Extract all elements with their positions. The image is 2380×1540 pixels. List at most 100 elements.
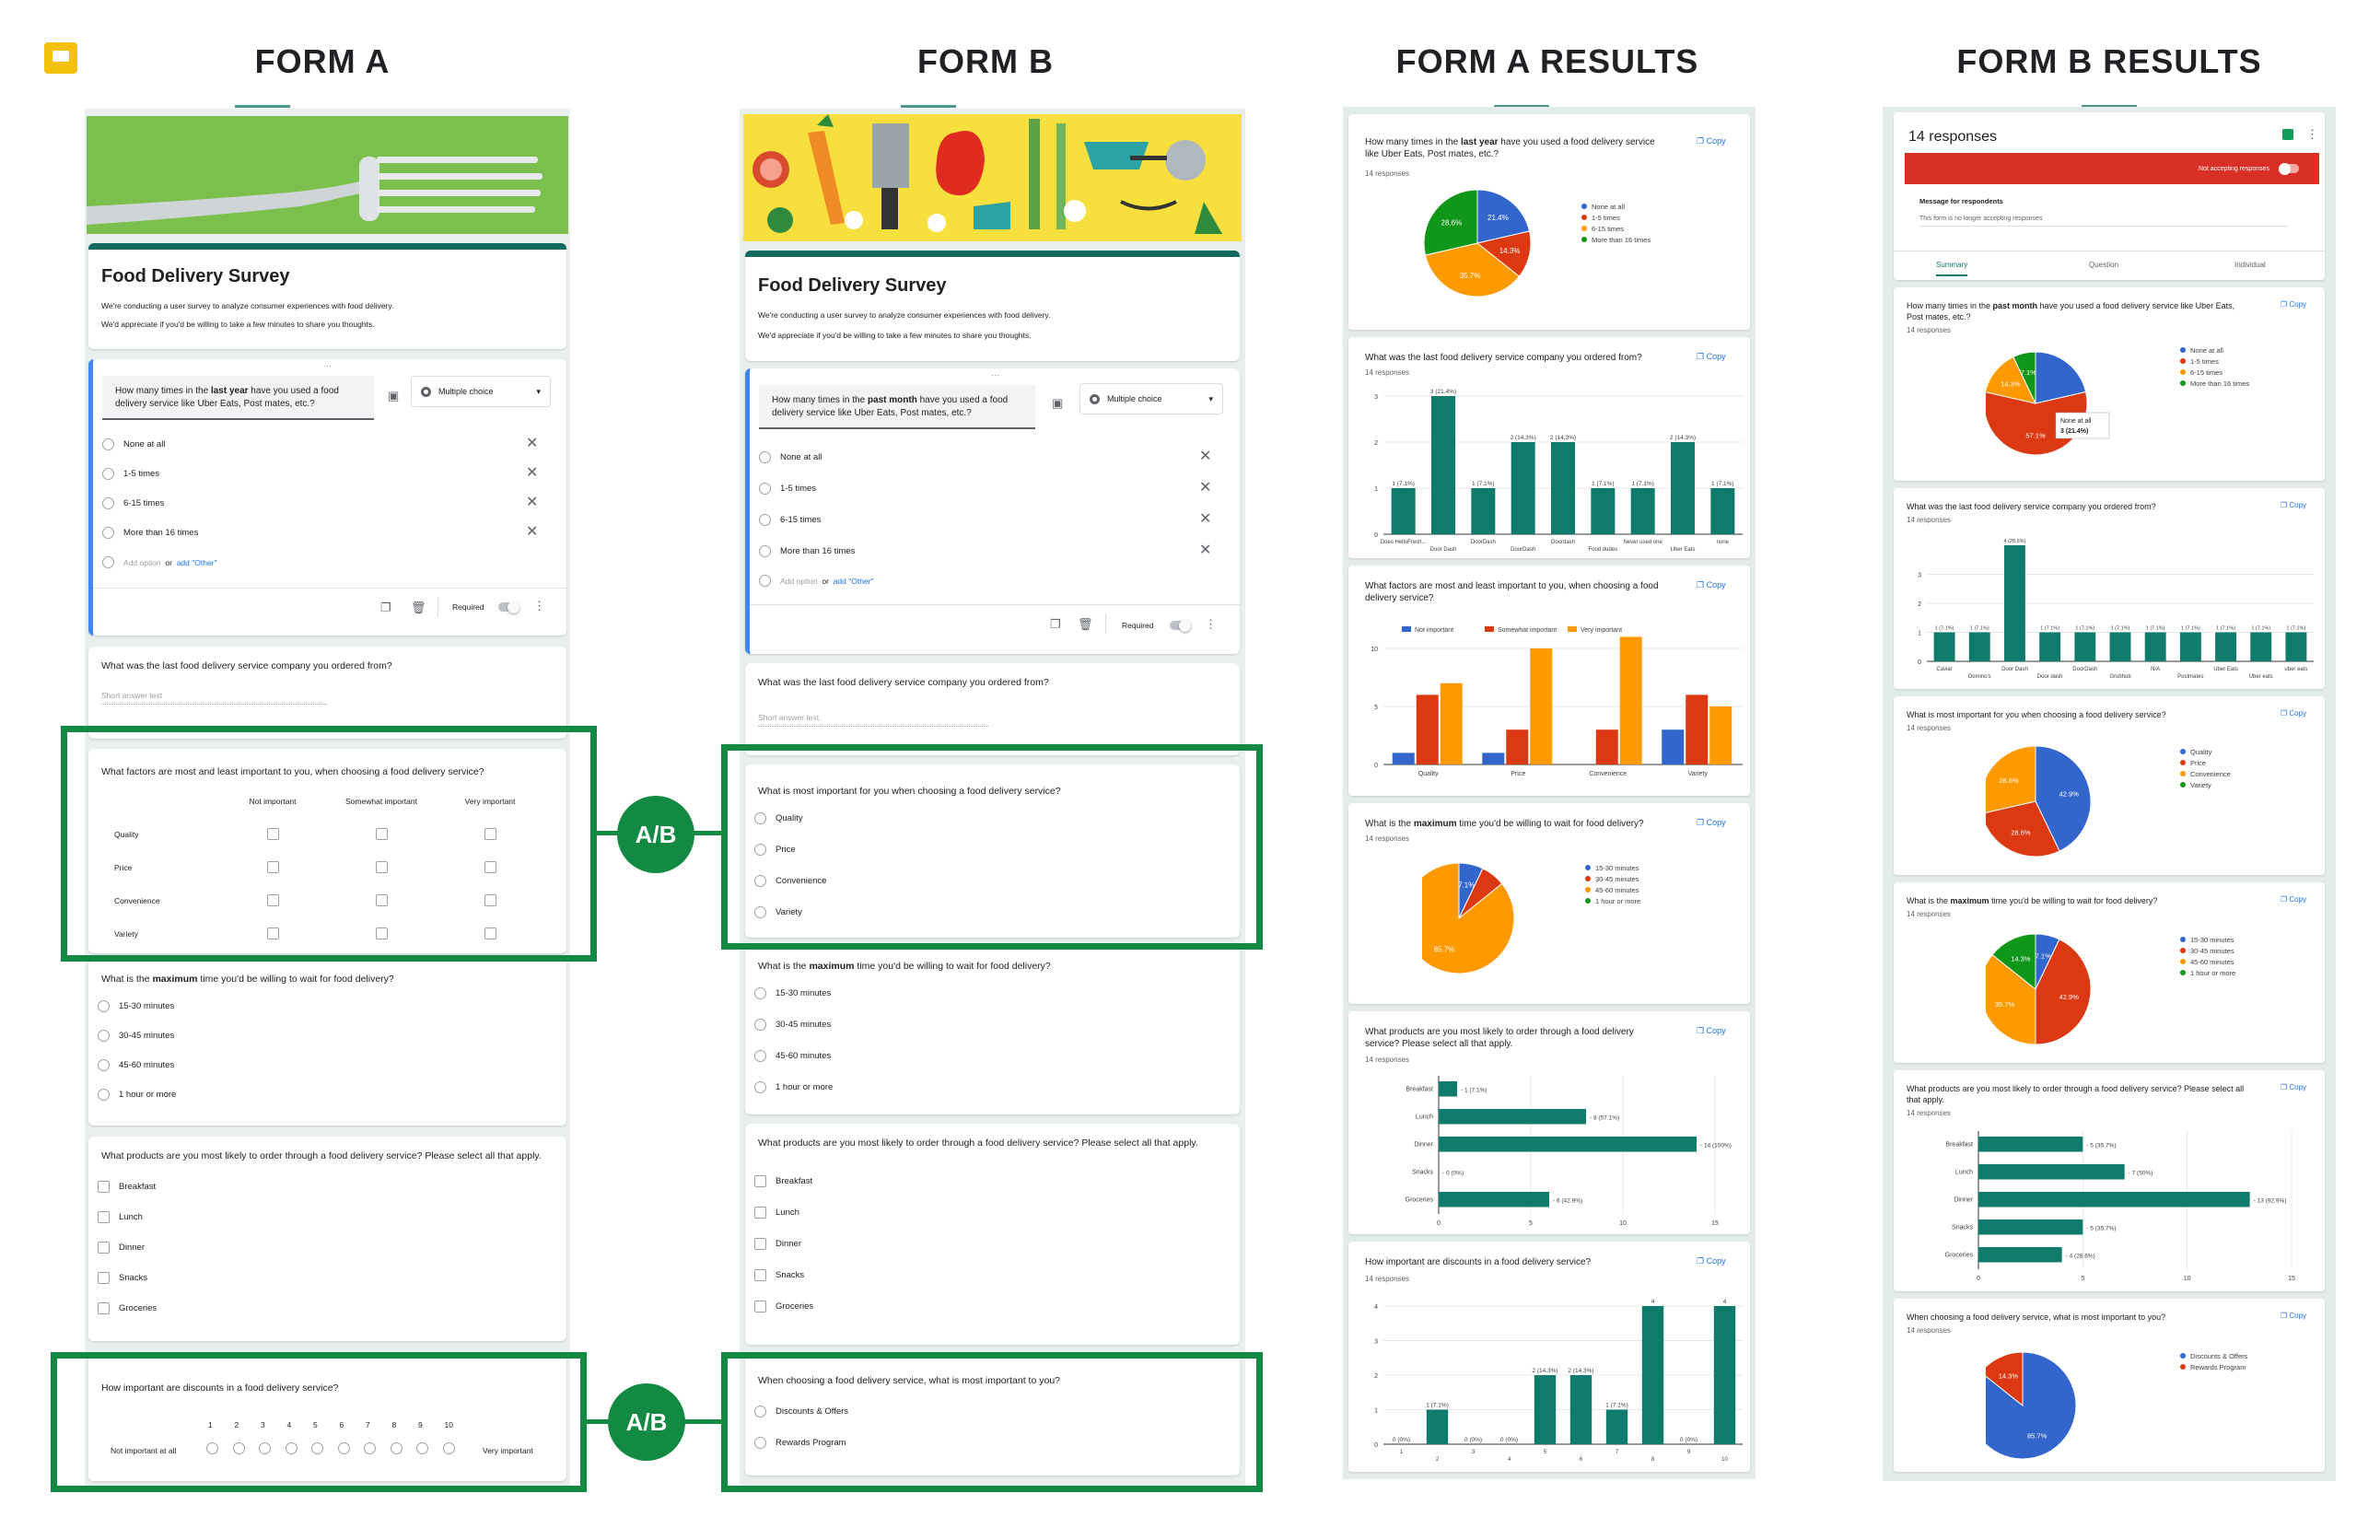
grid-checkbox[interactable] (484, 861, 496, 873)
required-toggle[interactable] (1170, 619, 1191, 632)
question-card-q1[interactable]: ⋯ How many times in the past month have … (745, 368, 1240, 654)
option-radio[interactable]: 1 hour or more (98, 1089, 176, 1101)
option-radio[interactable]: 1-5 times (759, 483, 816, 495)
message-field[interactable]: This form is no longer accepting respons… (1919, 216, 2288, 227)
radio-button[interactable] (102, 527, 114, 539)
radio-button[interactable] (754, 812, 766, 824)
option-radio[interactable]: 30-45 minutes (754, 1019, 831, 1031)
scale-radio-button[interactable] (311, 1442, 323, 1454)
more-vert-icon[interactable]: ⋮ (2306, 127, 2318, 141)
radio-button[interactable] (102, 468, 114, 480)
radio-button[interactable] (98, 1030, 110, 1042)
copy-chart-button[interactable]: ❐ Copy (1697, 580, 1726, 589)
short-answer-field[interactable]: Short answer text (101, 691, 327, 705)
copy-chart-button[interactable]: ❐ Copy (1697, 352, 1726, 361)
remove-option-icon[interactable]: ✕ (526, 495, 539, 510)
checkbox[interactable] (98, 1302, 110, 1314)
radio-button[interactable] (759, 451, 771, 463)
delete-icon[interactable]: 🗑 (1078, 617, 1093, 631)
option-radio[interactable]: 6-15 times (102, 497, 164, 509)
checkbox[interactable] (754, 1207, 766, 1219)
scale-radio-button[interactable] (416, 1442, 428, 1454)
scale-radio-button[interactable] (259, 1442, 271, 1454)
scale-radio-button[interactable] (285, 1442, 298, 1454)
copy-chart-button[interactable]: ❐ Copy (1697, 1026, 1726, 1035)
grid-checkbox[interactable] (376, 928, 388, 939)
more-vert-icon[interactable]: ⋮ (1205, 617, 1217, 631)
remove-option-icon[interactable]: ✕ (526, 436, 539, 451)
scale-radio-button[interactable] (364, 1442, 376, 1454)
grid-checkbox[interactable] (484, 928, 496, 939)
copy-chart-button[interactable]: ❐ Copy (2281, 1312, 2307, 1320)
copy-chart-button[interactable]: ❐ Copy (2281, 895, 2307, 904)
option-radio[interactable]: 6-15 times (759, 514, 821, 526)
copy-chart-button[interactable]: ❐ Copy (1697, 1256, 1726, 1266)
radio-button[interactable] (759, 483, 771, 495)
option-radio[interactable]: 45-60 minutes (98, 1059, 174, 1071)
remove-option-icon[interactable]: ✕ (526, 524, 539, 540)
duplicate-icon[interactable]: ❐ (1050, 617, 1061, 631)
option-radio[interactable]: 45-60 minutes (754, 1050, 831, 1062)
scale-radio-button[interactable] (390, 1442, 402, 1454)
remove-option-icon[interactable]: ✕ (526, 465, 539, 481)
radio-button[interactable] (754, 844, 766, 856)
add-other-link[interactable]: add "Other" (833, 576, 874, 586)
option-radio[interactable]: More than 16 times (102, 527, 198, 539)
option-check[interactable]: Snacks (98, 1272, 147, 1284)
remove-option-icon[interactable]: ✕ (1199, 480, 1212, 496)
checkbox[interactable] (98, 1211, 110, 1223)
radio-button[interactable] (102, 497, 114, 509)
option-check[interactable]: Lunch (98, 1211, 143, 1223)
option-check[interactable]: Dinner (98, 1242, 145, 1254)
checkbox[interactable] (754, 1238, 766, 1250)
copy-chart-button[interactable]: ❐ Copy (2281, 709, 2307, 718)
remove-option-icon[interactable]: ✕ (1199, 542, 1212, 558)
question-title-field[interactable]: How many times in the past month have yo… (759, 385, 1035, 429)
option-radio[interactable]: 15-30 minutes (754, 987, 831, 999)
grid-checkbox[interactable] (267, 828, 279, 840)
radio-button[interactable] (98, 1000, 110, 1012)
grid-checkbox[interactable] (484, 828, 496, 840)
option-check[interactable]: Snacks (754, 1269, 804, 1281)
option-radio[interactable]: More than 16 times (759, 545, 855, 557)
question-type-select[interactable]: Multiple choice ▾ (1079, 383, 1223, 414)
grid-checkbox[interactable] (376, 828, 388, 840)
copy-chart-button[interactable]: ❐ Copy (2281, 300, 2307, 309)
radio-button[interactable] (754, 1437, 766, 1449)
option-radio[interactable]: 30-45 minutes (98, 1030, 174, 1042)
question-title-field[interactable]: How many times in the last year have you… (102, 376, 374, 420)
option-radio[interactable]: 1 hour or more (754, 1081, 833, 1093)
grid-checkbox[interactable] (267, 861, 279, 873)
option-check[interactable]: Breakfast (754, 1175, 812, 1187)
short-answer-field[interactable]: Short answer text (758, 713, 988, 727)
radio-button[interactable] (754, 987, 766, 999)
checkbox[interactable] (98, 1181, 110, 1193)
question-type-select[interactable]: Multiple choice ▾ (411, 376, 551, 407)
radio-button[interactable] (98, 1089, 110, 1101)
radio-button[interactable] (754, 1406, 766, 1418)
radio-button[interactable] (98, 1059, 110, 1071)
grid-checkbox[interactable] (267, 928, 279, 939)
delete-icon[interactable]: 🗑 (411, 601, 426, 614)
tab-question[interactable]: Question (2089, 261, 2119, 269)
duplicate-icon[interactable]: ❐ (380, 601, 391, 614)
checkbox[interactable] (754, 1175, 766, 1187)
add-option-row[interactable]: Add option or add "Other" (102, 556, 217, 568)
option-check[interactable]: Groceries (754, 1301, 813, 1312)
checkbox[interactable] (98, 1242, 110, 1254)
option-radio[interactable]: Discounts & Offers (754, 1406, 848, 1418)
accepting-toggle[interactable] (2279, 162, 2299, 175)
option-radio[interactable]: Variety (754, 906, 802, 918)
checkbox[interactable] (754, 1301, 766, 1312)
remove-option-icon[interactable]: ✕ (1199, 449, 1212, 464)
question-card-q1[interactable]: ⋯ How many times in the last year have y… (88, 359, 566, 636)
option-radio[interactable]: Quality (754, 812, 803, 824)
copy-chart-button[interactable]: ❐ Copy (2281, 1083, 2307, 1091)
image-icon[interactable]: ▣ (388, 389, 400, 402)
more-vert-icon[interactable]: ⋮ (533, 599, 545, 612)
option-radio[interactable]: None at all (102, 438, 165, 450)
option-check[interactable]: Breakfast (98, 1181, 156, 1193)
drag-handle-icon[interactable]: ⋯ (323, 361, 332, 370)
copy-chart-button[interactable]: ❐ Copy (2281, 501, 2307, 509)
grid-checkbox[interactable] (484, 894, 496, 906)
